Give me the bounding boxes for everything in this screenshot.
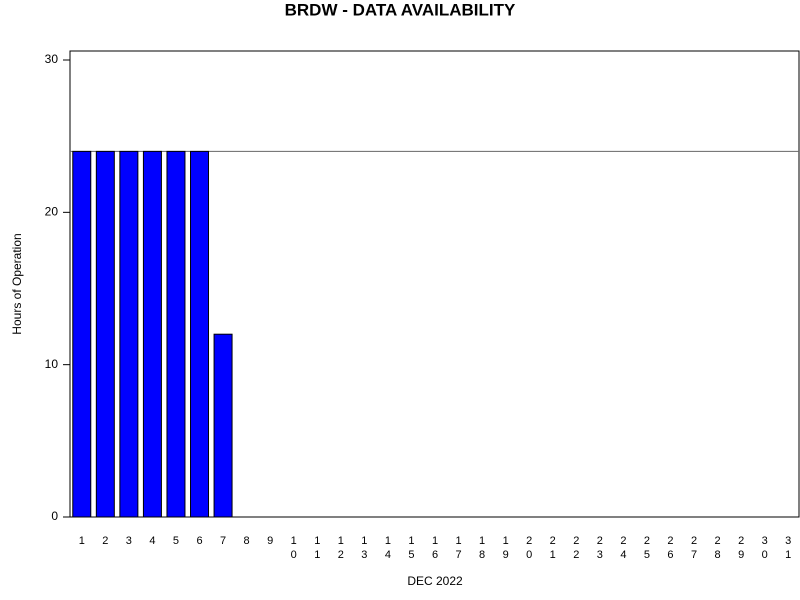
x-tick-label: 3: [126, 535, 132, 547]
y-tick-label: 0: [51, 509, 58, 523]
x-tick-label: 9: [267, 535, 273, 547]
x-tick-label: 4: [149, 535, 155, 547]
bar: [119, 150, 139, 518]
bar: [72, 150, 92, 518]
x-tick-label: 8: [244, 535, 250, 547]
x-tick-label: 1: [79, 535, 85, 547]
bar: [190, 150, 210, 518]
bar: [95, 150, 115, 518]
x-tick-label: 2: [102, 535, 108, 547]
bar: [213, 333, 233, 518]
x-tick-label: 7: [220, 535, 226, 547]
y-tick-label: 20: [45, 205, 59, 219]
bar: [142, 150, 162, 518]
y-tick-label: 10: [45, 357, 59, 371]
x-tick-label: 6: [196, 535, 202, 547]
chart-title: BRDW - DATA AVAILABILITY: [285, 0, 516, 19]
plot-frame: [69, 50, 800, 518]
y-axis-label: Hours of Operation: [10, 233, 24, 334]
x-axis-label: DEC 2022: [407, 574, 463, 588]
x-tick-label: 5: [173, 535, 179, 547]
bar: [166, 150, 186, 518]
y-tick-label: 30: [45, 52, 59, 66]
